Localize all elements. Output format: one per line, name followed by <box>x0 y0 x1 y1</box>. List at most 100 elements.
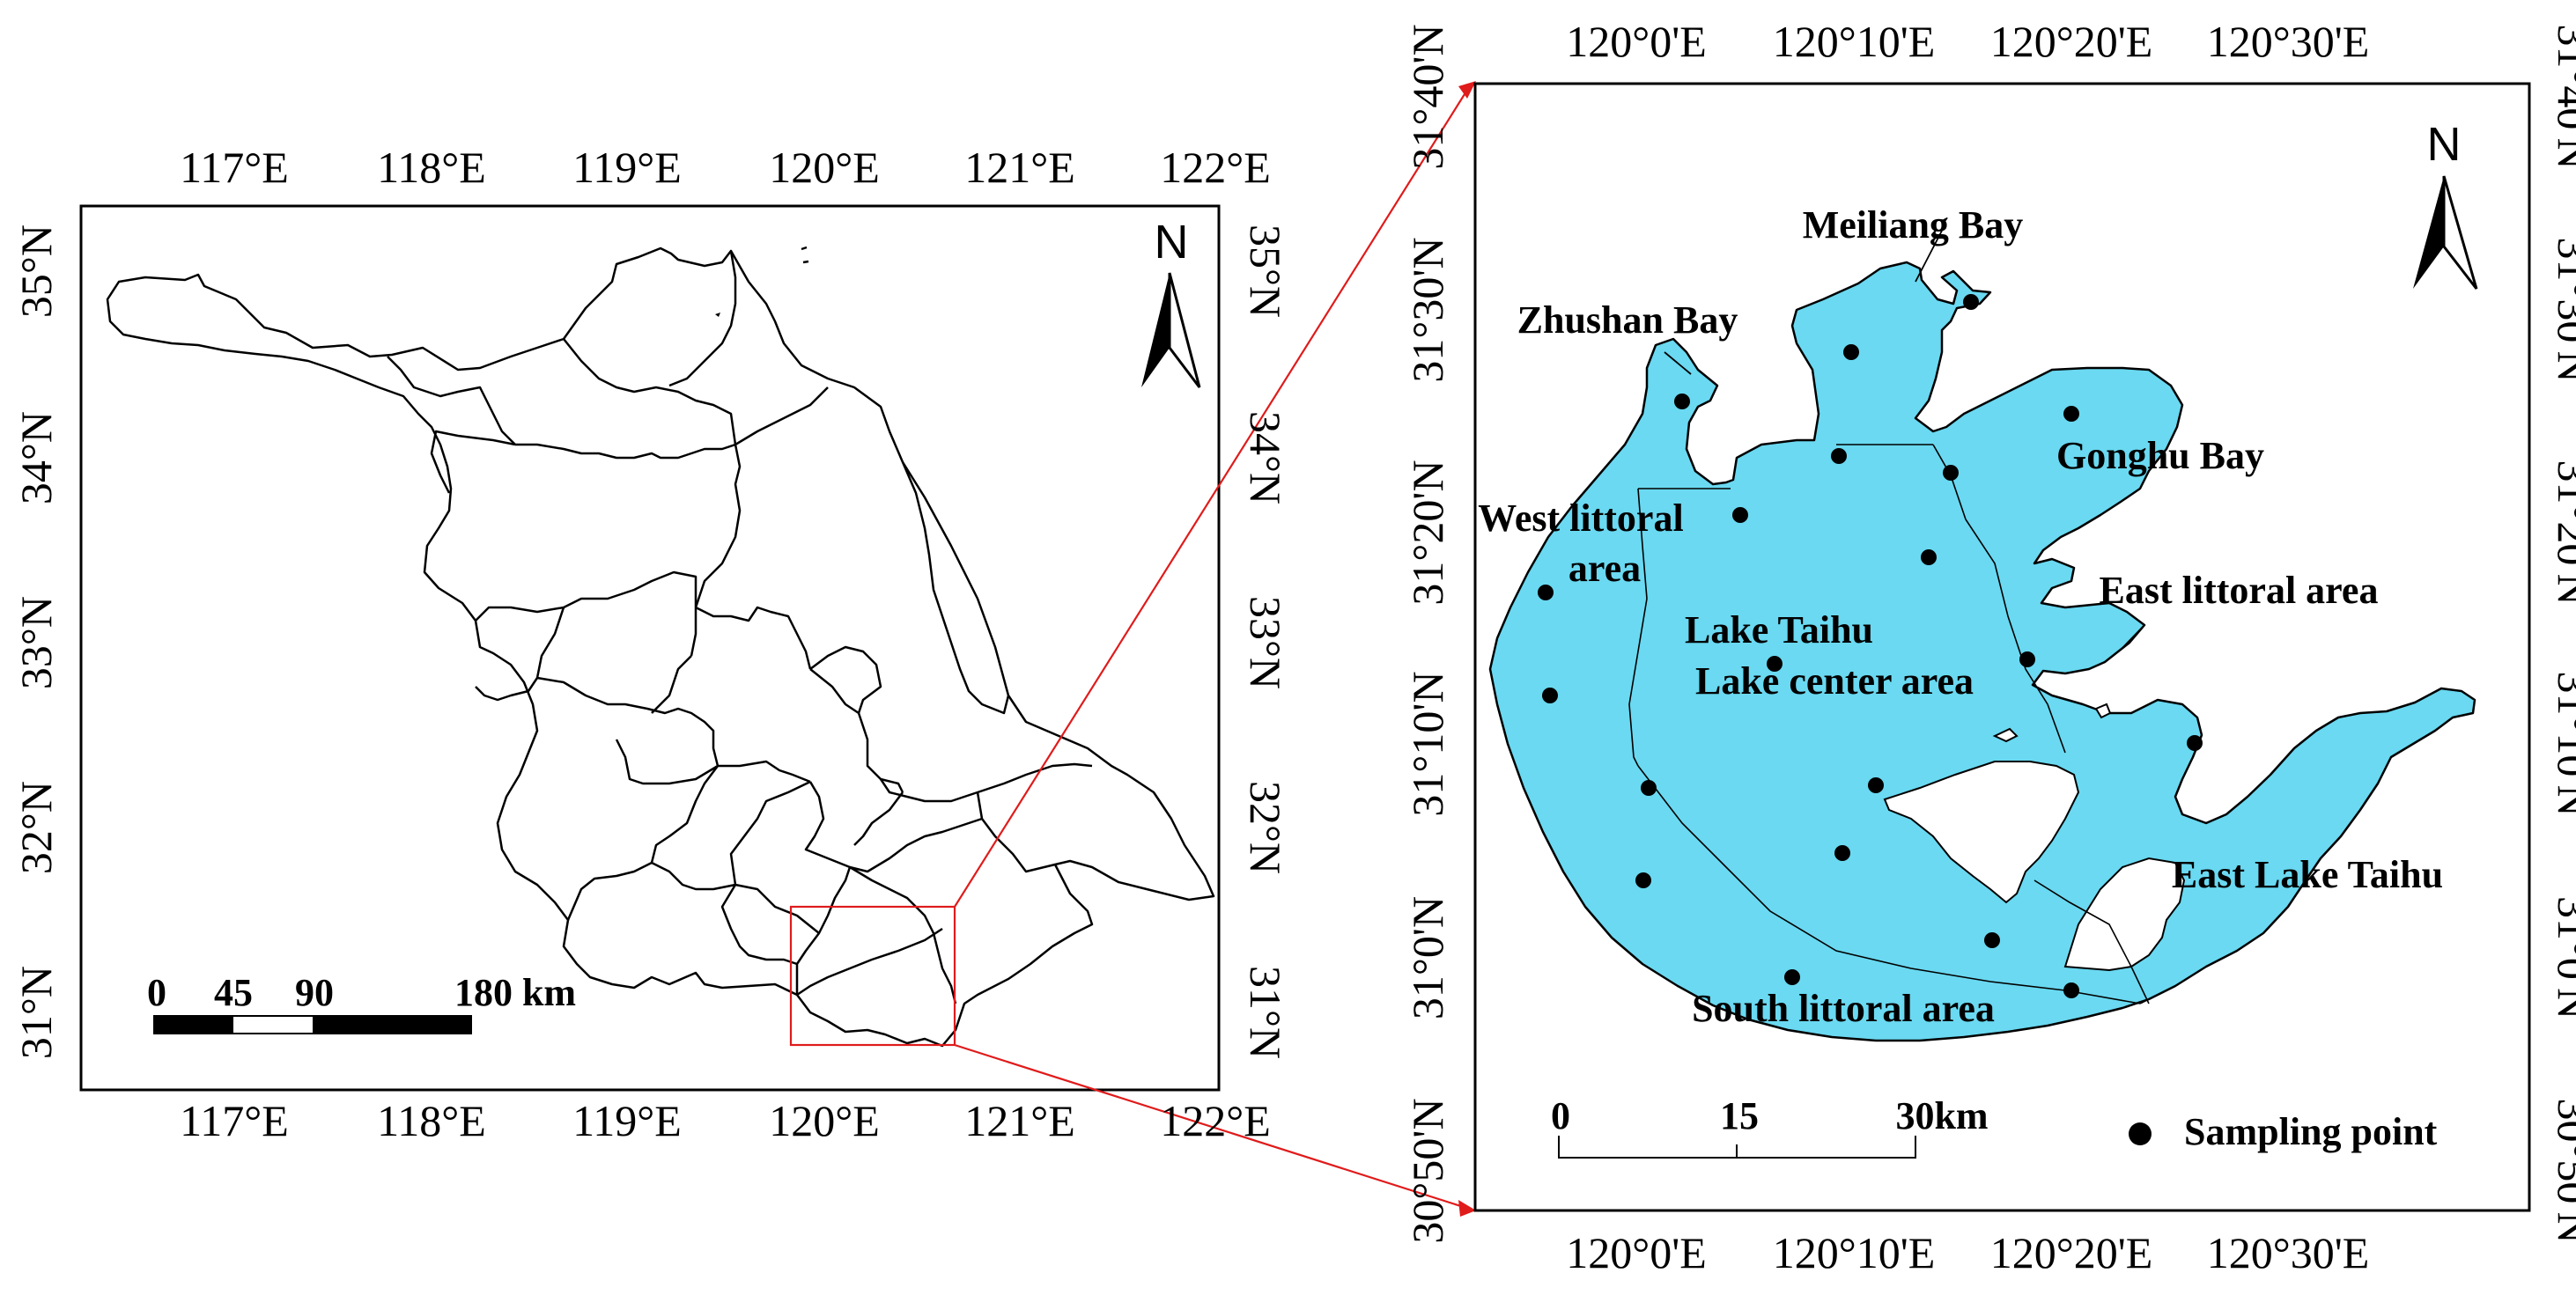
inset-arrow-bottom <box>1458 1200 1476 1217</box>
sampling-point <box>2019 651 2035 667</box>
left-map: N 0 45 90 180 km 117°E 117°E 118°E 118°E 119… <box>11 81 1476 1217</box>
label-west-littoral-area: area <box>1568 547 1641 590</box>
lat-label-left: 31°40'N <box>1403 24 1452 169</box>
lon-label-bottom: 120°10'E <box>1773 1228 1936 1277</box>
sampling-point <box>1984 932 2000 948</box>
sampling-points <box>1538 294 2203 998</box>
sampling-point <box>2063 406 2079 422</box>
label-west-littoral: West littoral <box>1478 497 1683 540</box>
lat-label-left: 35°N <box>11 224 61 318</box>
inset-box <box>789 905 956 1047</box>
scale-bar-left: 0 45 90 180 km <box>147 971 576 1034</box>
lat-label-right: 30°50'N <box>2549 1098 2576 1243</box>
sampling-point <box>1674 394 1690 409</box>
sampling-point <box>1834 845 1850 861</box>
inset-connector-bottom <box>954 1043 1470 1210</box>
lon-label-top: 122°E <box>1160 143 1271 192</box>
lon-label-bottom: 121°E <box>964 1096 1075 1145</box>
inset-connector-top <box>954 86 1470 908</box>
lat-label-right: 31°N <box>1241 966 1290 1059</box>
lat-label-left: 34°N <box>11 411 61 504</box>
label-leader-lines <box>1664 230 2145 651</box>
sampling-point <box>1943 465 1959 481</box>
lake-islet <box>2094 703 2112 719</box>
north-label: N <box>2427 118 2462 171</box>
legend-label: Sampling point <box>2184 1110 2438 1153</box>
sampling-point <box>1784 969 1800 985</box>
lat-label-right: 31°30'N <box>2549 237 2576 382</box>
lat-label-right: 31°20'N <box>2549 460 2576 605</box>
lon-label-bottom: 120°0'E <box>1566 1228 1707 1277</box>
lon-label-top: 121°E <box>964 143 1075 192</box>
legend: Sampling point <box>2129 1110 2438 1153</box>
small-islands <box>801 246 809 264</box>
lon-label-top: 120°20'E <box>1990 17 2153 66</box>
sampling-point <box>2063 982 2079 998</box>
label-zhushan-bay: Zhushan Bay <box>1517 298 1738 342</box>
lake-island <box>2063 857 2186 972</box>
scale-bar-right: 0 15 30km <box>1551 1094 1989 1159</box>
sampling-point <box>1538 585 1554 600</box>
scale-label: 30km <box>1895 1094 1988 1137</box>
scale-label: 90 <box>295 971 334 1014</box>
north-label: N <box>1155 216 1189 269</box>
lon-label-bottom: 120°30'E <box>2207 1228 2370 1277</box>
scale-label: 45 <box>214 971 253 1014</box>
label-meiliang-bay: Meiliang Bay <box>1803 203 2024 246</box>
label-east-lake-taihu: East Lake Taihu <box>2172 853 2443 896</box>
sampling-point <box>1635 872 1651 888</box>
sampling-point <box>1921 549 1937 565</box>
lat-label-right: 31°0'N <box>2549 896 2576 1019</box>
right-map: Meiliang Bay Zhushan Bay Gonghu Bay West… <box>1403 17 2576 1277</box>
lon-label-bottom: 120°E <box>769 1096 880 1145</box>
scale-label: 15 <box>1720 1094 1759 1137</box>
right-map-graticule-labels: 120°0'E 120°0'E 120°10'E 120°10'E 120°20'E 12… <box>1403 17 2576 1277</box>
scale-label: 0 <box>1551 1094 1570 1137</box>
left-map-graticule-labels: 117°E 117°E 118°E 118°E 119°E 119°E 120°E 120°E… <box>11 143 1290 1145</box>
lake-taihu <box>1488 261 2476 1042</box>
label-east-littoral-area: East littoral area <box>2100 569 2379 612</box>
lat-label-right: 31°10'N <box>2549 671 2576 816</box>
lon-label-top: 117°E <box>180 143 289 192</box>
label-south-littoral-area: South littoral area <box>1692 987 1995 1030</box>
label-lake-center-area: Lake center area <box>1695 659 1974 703</box>
lon-label-top: 120°E <box>769 143 880 192</box>
lon-label-bottom: 117°E <box>180 1096 289 1145</box>
lat-label-left: 33°N <box>11 596 61 689</box>
lat-label-left: 31°10'N <box>1403 671 1452 816</box>
area-labels: Meiliang Bay Zhushan Bay Gonghu Bay West… <box>1478 203 2443 1030</box>
sampling-point <box>1641 780 1657 796</box>
label-gonghu-bay: Gonghu Bay <box>2056 434 2264 477</box>
sampling-point <box>2187 735 2203 751</box>
lon-label-bottom: 118°E <box>377 1096 486 1145</box>
lake-islet <box>1992 727 2019 743</box>
lon-label-top: 120°30'E <box>2207 17 2370 66</box>
lat-label-right: 32°N <box>1241 781 1290 874</box>
scale-label: 180 km <box>454 971 576 1014</box>
sampling-point <box>1843 344 1859 360</box>
left-map-frame <box>79 204 1221 1092</box>
lat-label-left: 31°0'N <box>1403 896 1452 1019</box>
sampling-point <box>1732 507 1748 523</box>
lat-label-right: 33°N <box>1241 596 1290 689</box>
lat-label-right: 35°N <box>1241 224 1290 318</box>
lon-label-top: 120°0'E <box>1566 17 1707 66</box>
scale-label: 0 <box>147 971 166 1014</box>
north-arrow-left: N <box>1141 216 1201 388</box>
lon-label-bottom: 119°E <box>572 1096 682 1145</box>
lat-label-left: 31°20'N <box>1403 460 1452 605</box>
prefecture-borders <box>387 250 1093 1004</box>
lon-label-top: 118°E <box>377 143 486 192</box>
small-island <box>715 313 720 317</box>
right-map-frame <box>1473 82 2531 1212</box>
label-lake-taihu: Lake Taihu <box>1685 608 1873 651</box>
lat-label-left: 31°30'N <box>1403 237 1452 382</box>
lake-island <box>1883 761 2080 904</box>
lat-label-left: 32°N <box>11 781 61 874</box>
sampling-point <box>1831 448 1847 464</box>
inset-arrow-top <box>1458 81 1476 99</box>
legend-symbol <box>2129 1122 2152 1145</box>
lon-label-bottom: 122°E <box>1160 1096 1271 1145</box>
north-arrow-right: N <box>2413 118 2478 290</box>
